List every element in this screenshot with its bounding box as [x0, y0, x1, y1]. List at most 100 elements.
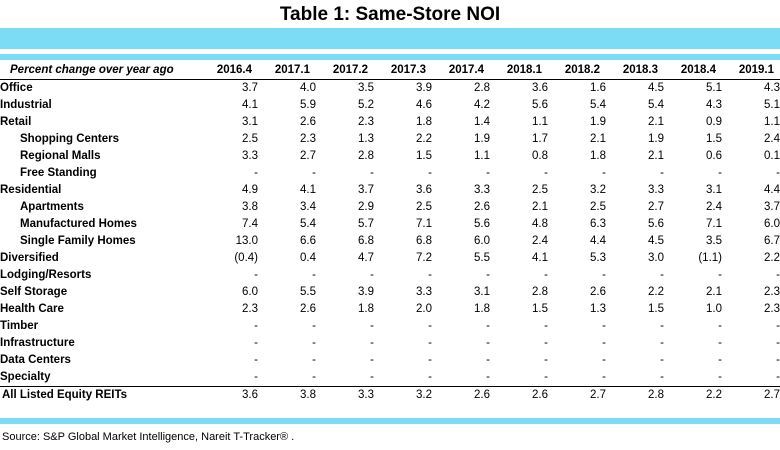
table-cell: 1.8	[590, 150, 606, 162]
table-cell: -	[544, 167, 548, 179]
column-header: 2017.3	[374, 62, 432, 80]
table-cell: 5.2	[358, 99, 374, 111]
table-cell: -	[544, 337, 548, 349]
table-cell: -	[254, 269, 258, 281]
table-cell: 1.5	[532, 303, 548, 315]
table-cell: 4.9	[242, 184, 258, 196]
table-cell: 5.6	[532, 99, 548, 111]
table-cell: 4.7	[358, 252, 374, 264]
total-cell: 2.6	[432, 386, 490, 404]
table-cell: 4.1	[300, 184, 316, 196]
table-cell: 1.0	[706, 303, 722, 315]
total-cell: 2.7	[722, 386, 780, 404]
table-cell: 6.6	[300, 235, 316, 247]
table-row: Specialty - - - - - - - - - -	[0, 369, 780, 387]
total-cell: 3.3	[316, 386, 374, 404]
table-cell: -	[312, 167, 316, 179]
table-cell: 4.4	[590, 235, 606, 247]
table-cell: 1.5	[416, 150, 432, 162]
table-cell: 1.4	[474, 116, 490, 128]
table-row: Shopping Centers 2.5 2.3 1.3 2.2 1.9 1.7 2.1 1.9…	[0, 131, 780, 148]
table-cell: 5.5	[300, 286, 316, 298]
table-cell: 1.3	[590, 303, 606, 315]
table-cell: -	[370, 354, 374, 366]
table-cell: -	[370, 320, 374, 332]
row-label: Regional Malls	[20, 150, 101, 162]
table-cell: 2.8	[358, 150, 374, 162]
table-cell: 3.3	[416, 286, 432, 298]
table-cell: 5.4	[648, 99, 664, 111]
table-cell: 2.9	[358, 201, 374, 213]
table-cell: 1.9	[474, 133, 490, 145]
column-header: 2018.4	[664, 62, 722, 80]
total-cell: 3.6	[200, 386, 258, 404]
table-cell: 4.8	[532, 218, 548, 230]
table-cell: 2.0	[416, 303, 432, 315]
table-cell: -	[486, 371, 490, 383]
table-cell: 2.3	[764, 303, 780, 315]
table-cell: 2.5	[532, 184, 548, 196]
table-cell: 1.1	[764, 116, 780, 128]
table-cell: 3.8	[242, 201, 258, 213]
table-row: Timber - - - - - - - - - -	[0, 318, 780, 335]
table-cell: -	[486, 337, 490, 349]
table-cell: -	[776, 320, 780, 332]
table-cell: -	[254, 371, 258, 383]
table-cell: 2.2	[416, 133, 432, 145]
table-cell: 2.5	[590, 201, 606, 213]
row-label: Diversified	[0, 252, 59, 264]
table-row: Infrastructure - - - - - - - - - -	[0, 335, 780, 352]
row-label: Shopping Centers	[20, 133, 120, 145]
row-label: Health Care	[0, 303, 64, 315]
table-cell: -	[718, 320, 722, 332]
table-title: Table 1: Same-Store NOI	[279, 4, 501, 25]
table-cell: 3.1	[706, 184, 722, 196]
row-label: Timber	[0, 320, 39, 332]
table-cell: 1.7	[532, 133, 548, 145]
table-cell: -	[544, 354, 548, 366]
table-cell: -	[254, 320, 258, 332]
table-cell: -	[660, 337, 664, 349]
table-cell: 2.1	[706, 286, 722, 298]
table-cell: 2.7	[648, 201, 664, 213]
table-cell: -	[660, 269, 664, 281]
table-cell: 3.9	[416, 82, 432, 94]
table-row: Diversified (0.4) 0.4 4.7 7.2 5.5 4.1 5.3 3.0 (1.…	[0, 250, 780, 267]
table-cell: -	[776, 354, 780, 366]
total-label: All Listed Equity REITs	[0, 386, 200, 404]
row-label: Residential	[0, 184, 62, 196]
table-cell: 2.2	[648, 286, 664, 298]
table-cell: 3.3	[474, 184, 490, 196]
table-cell: 1.9	[648, 133, 664, 145]
table-cell: 2.4	[764, 133, 780, 145]
table-cell: -	[544, 320, 548, 332]
table-cell: -	[370, 269, 374, 281]
column-header: 2016.4	[200, 62, 258, 80]
table-cell: 4.1	[242, 99, 258, 111]
table-cell: 2.1	[532, 201, 548, 213]
column-header: 2018.3	[606, 62, 664, 80]
table-cell: 1.8	[474, 303, 490, 315]
table-cell: -	[660, 354, 664, 366]
table-cell: -	[254, 167, 258, 179]
row-label: Manufactured Homes	[20, 218, 137, 230]
table-cell: -	[660, 320, 664, 332]
row-label: Single Family Homes	[20, 235, 136, 247]
column-header: 2018.2	[548, 62, 606, 80]
table-cell: -	[370, 337, 374, 349]
table-cell: 2.6	[590, 286, 606, 298]
column-header: 2018.1	[490, 62, 548, 80]
table-cell: -	[602, 167, 606, 179]
table-cell: 5.4	[590, 99, 606, 111]
table-cell: 2.6	[474, 201, 490, 213]
total-cell: 2.2	[664, 386, 722, 404]
table-cell: 4.1	[532, 252, 548, 264]
table-cell: 1.1	[532, 116, 548, 128]
table-cell: 1.9	[590, 116, 606, 128]
table-cell: -	[718, 167, 722, 179]
table-cell: -	[254, 354, 258, 366]
table-cell: -	[544, 371, 548, 383]
table-cell: 2.2	[764, 252, 780, 264]
table-cell: -	[428, 371, 432, 383]
table-cell: 2.4	[706, 201, 722, 213]
